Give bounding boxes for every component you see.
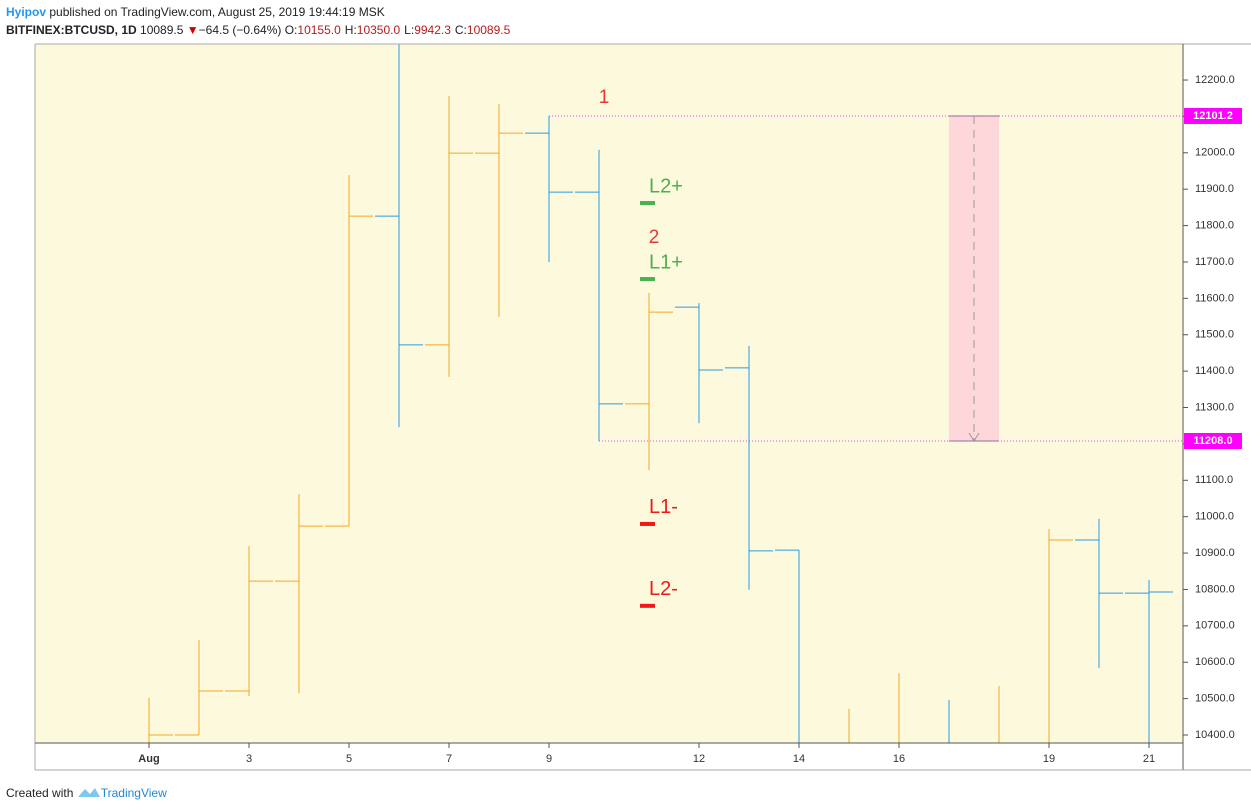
- y-tick-label: 11500.0: [1195, 329, 1234, 341]
- level-marker-label: L2+: [649, 175, 683, 197]
- symbol-line: BITFINEX:BTCUSD, 1D 10089.5 ▼−64.5 (−0.6…: [6, 23, 514, 37]
- x-tick-label: 16: [893, 753, 905, 765]
- level-tag: [1184, 107, 1242, 124]
- ohlc-value: 9942.3: [414, 23, 451, 37]
- y-tick-label: 11000.0: [1195, 511, 1234, 523]
- x-tick-label: 9: [546, 753, 552, 765]
- symbol: BITFINEX:BTCUSD, 1D: [6, 23, 137, 37]
- ohlc-key: C:: [454, 23, 467, 37]
- x-tick-label: 12: [693, 753, 705, 765]
- y-tick-label: 10700.0: [1195, 620, 1235, 632]
- level-label: 12101.2: [1193, 110, 1233, 122]
- y-tick-label: 12000.0: [1195, 147, 1235, 159]
- publish-line: Hyipov published on TradingView.com, Aug…: [6, 5, 385, 19]
- y-tick-label: 10400.0: [1195, 729, 1235, 741]
- ohlc-value: 10089.5: [466, 23, 511, 37]
- y-tick-label: 10800.0: [1195, 583, 1235, 595]
- y-tick-label: 11900.0: [1195, 183, 1234, 195]
- footer: Created with TradingView: [6, 783, 167, 800]
- x-tick-label: 5: [346, 753, 352, 765]
- level-label: 11208.0: [1193, 435, 1232, 447]
- y-tick-label: 10600.0: [1195, 656, 1235, 668]
- ohlc-value: 10155.0: [297, 23, 341, 37]
- level-marker: [640, 201, 655, 206]
- brand: TradingView: [100, 786, 167, 800]
- x-tick-label: 3: [246, 753, 252, 765]
- plot: 1 2 L2+ L1+ L1- L2-: [148, 44, 1183, 743]
- x-tick-label: 21: [1143, 753, 1155, 765]
- level-marker-label: L2-: [649, 578, 678, 600]
- ohlc: O:10155.0 H:10350.0 L:9942.3 C:10089.5: [285, 23, 515, 37]
- y-tick-label: 11700.0: [1195, 256, 1234, 268]
- level-marker: [640, 277, 655, 282]
- y-tick-label: 11400.0: [1195, 365, 1234, 377]
- change: −64.5 (−0.64%): [198, 23, 282, 37]
- plot-background: [35, 44, 1183, 743]
- last: 10089.5: [140, 23, 184, 37]
- arrow: ▼: [186, 23, 199, 37]
- level-marker-label: L1+: [649, 251, 683, 273]
- x-tick-label: 14: [793, 753, 805, 765]
- annotation: 1: [599, 87, 610, 108]
- author: Hyipov: [6, 5, 47, 19]
- x-tick-label: Aug: [138, 753, 159, 765]
- level-marker-label: L1-: [649, 496, 678, 518]
- x-tick-label: 19: [1043, 753, 1055, 765]
- y-tick-label: 10900.0: [1195, 547, 1235, 559]
- logo: [77, 788, 100, 797]
- y-tick-label: 11100.0: [1195, 474, 1233, 486]
- ohlc-key: O:: [284, 23, 298, 37]
- level-marker: [640, 603, 655, 608]
- y-tick-label: 10500.0: [1195, 693, 1235, 705]
- ohlc-key: L:: [404, 23, 415, 37]
- created: Created with: [6, 786, 74, 800]
- y-tick-label: 11800.0: [1195, 219, 1234, 231]
- level-marker: [640, 521, 655, 526]
- ohlc-key: H:: [344, 23, 357, 37]
- annotation: 2: [649, 227, 660, 248]
- y-tick-label: 12200.0: [1195, 74, 1235, 86]
- y-tick-label: 11600.0: [1195, 292, 1234, 304]
- published: published on TradingView.com, August 25,…: [49, 5, 385, 19]
- x-tick-label: 7: [446, 753, 452, 765]
- axes: 10400.0 10500.0 10600.0 10700.0 10800.0 10900…: [138, 74, 1242, 765]
- ohlc-value: 10350.0: [356, 23, 401, 37]
- y-tick-label: 11300.0: [1195, 401, 1234, 413]
- level-tag: [1184, 432, 1242, 449]
